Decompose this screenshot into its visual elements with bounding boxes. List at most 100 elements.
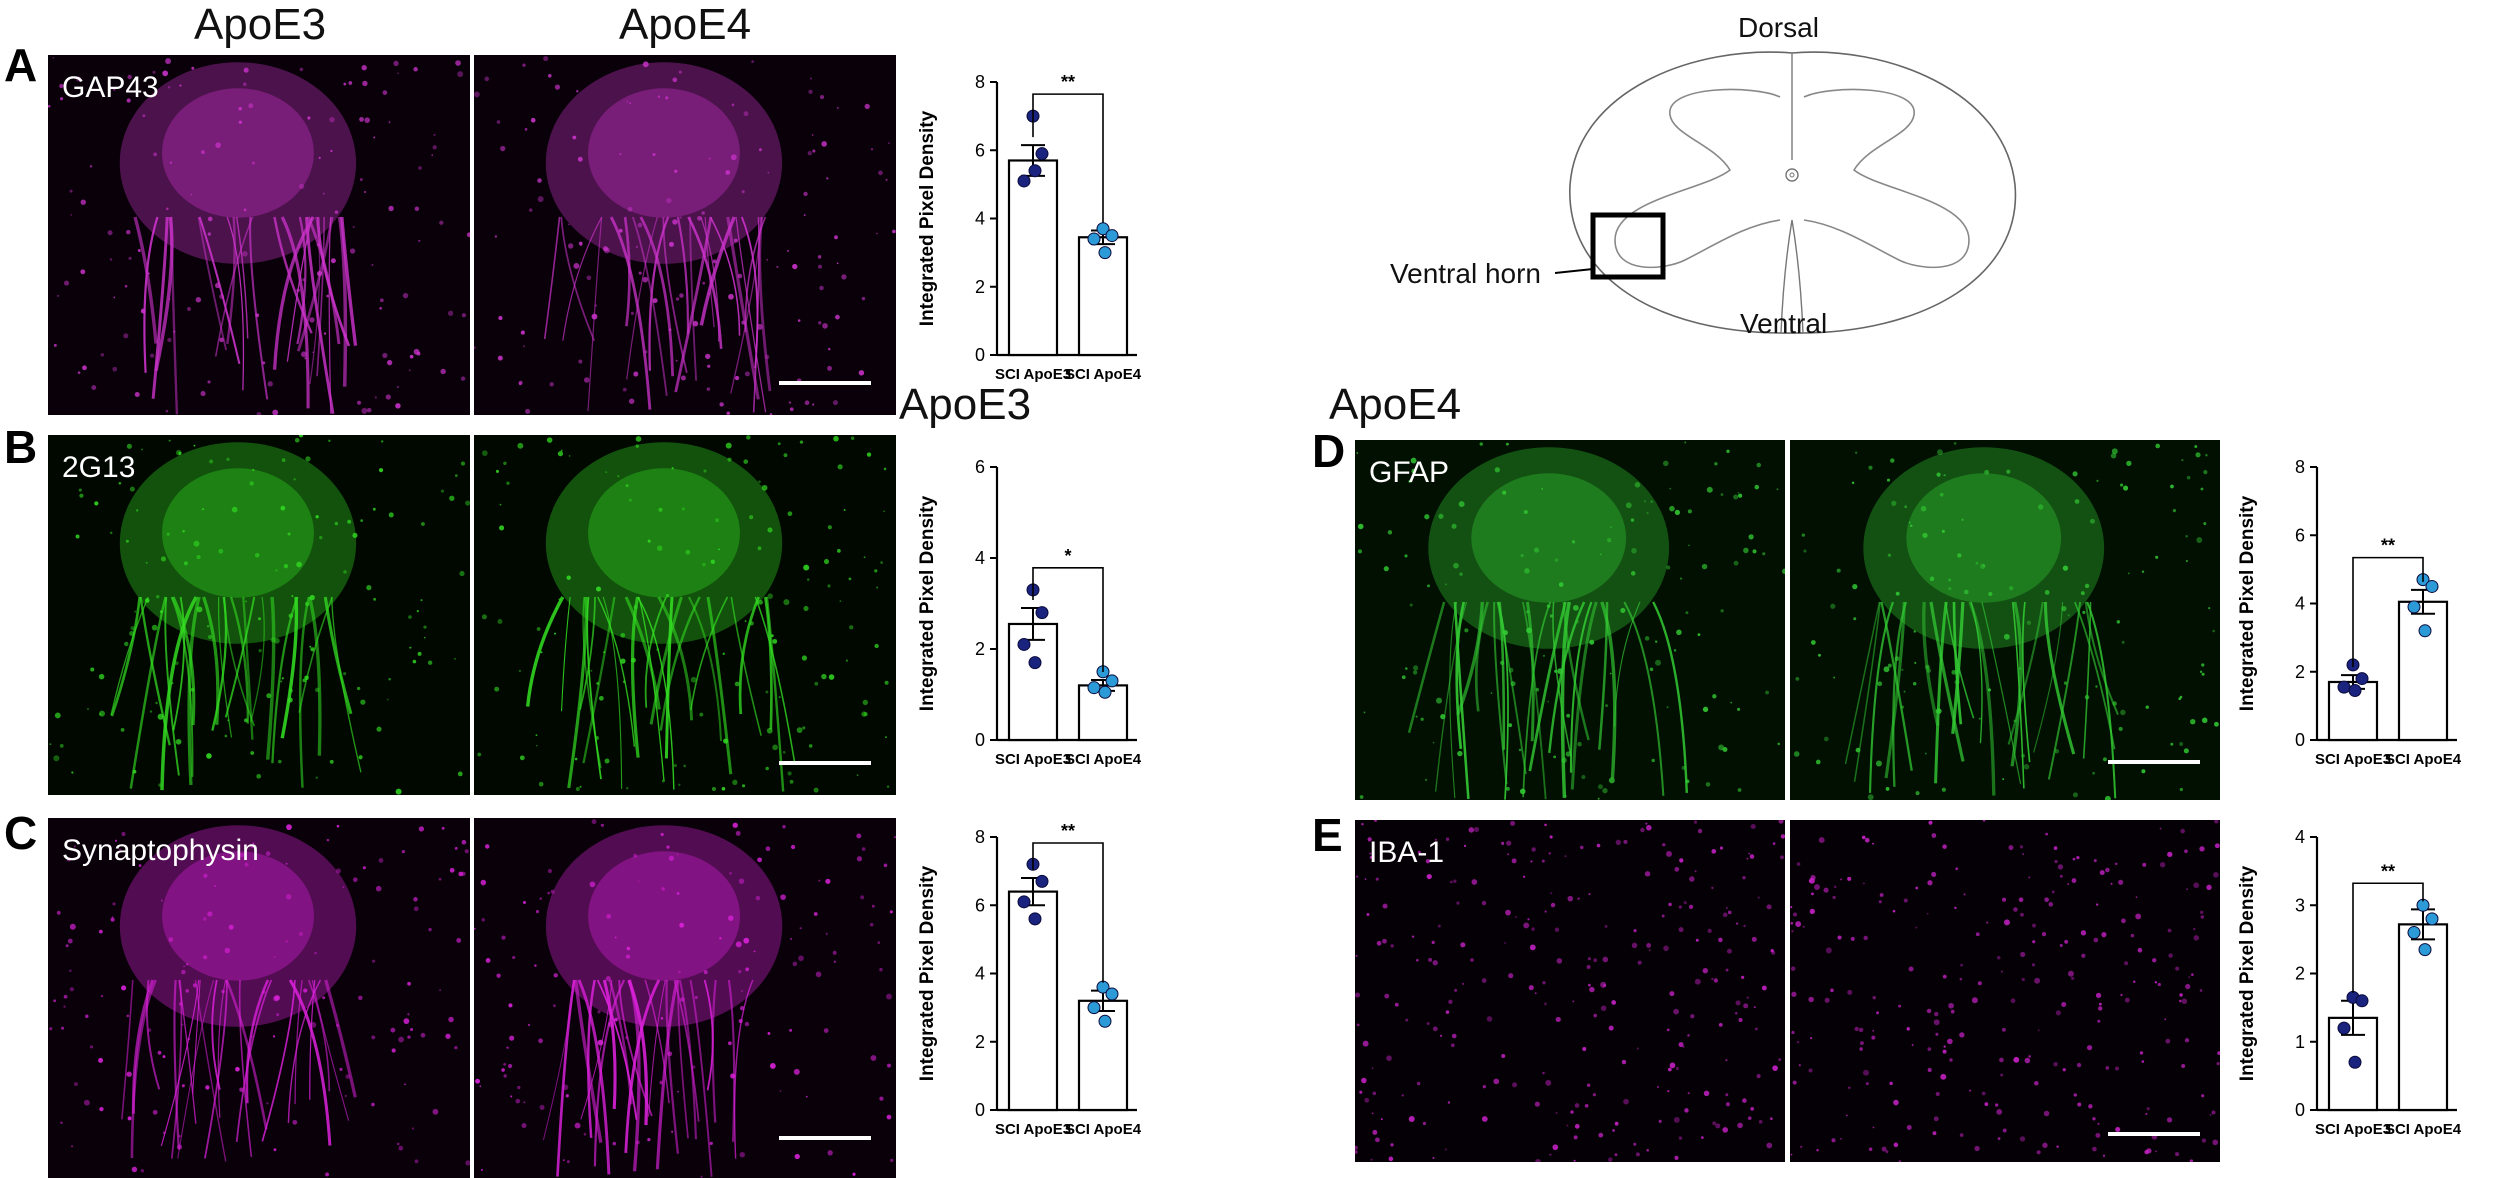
stain-dot xyxy=(460,461,466,466)
stain-dot xyxy=(192,983,197,988)
stain-dot xyxy=(167,86,171,89)
stain-dot xyxy=(140,308,146,314)
stain-dot xyxy=(836,262,839,265)
stain-dot xyxy=(2022,853,2025,856)
stain-dot xyxy=(1610,526,1612,529)
stain-dot xyxy=(2141,769,2146,774)
stain-dot xyxy=(123,333,129,339)
stain-dot xyxy=(71,1145,73,1148)
marker-label-gfap: GFAP xyxy=(1369,456,1450,489)
stain-dot xyxy=(625,1036,629,1040)
stain-dot xyxy=(1572,1000,1575,1003)
stain-dot xyxy=(1830,988,1834,993)
stain-dot xyxy=(1961,518,1964,521)
stain-dot xyxy=(1908,521,1911,524)
stain-dot xyxy=(620,658,626,664)
stain-dot xyxy=(1549,614,1554,618)
stain-dot xyxy=(2095,992,2102,999)
stain-dot xyxy=(2032,923,2036,928)
y-tick-label: 4 xyxy=(975,964,985,984)
stain-dot xyxy=(626,100,629,103)
stain-dot xyxy=(2111,448,2118,455)
stain-dot xyxy=(203,955,208,960)
stain-dot xyxy=(2145,1112,2148,1115)
stain-dot xyxy=(2093,937,2099,943)
stain-dot xyxy=(2008,845,2014,851)
stain-dot xyxy=(1678,1136,1683,1140)
stain-fiber xyxy=(160,596,198,791)
stain-dot xyxy=(1955,669,1960,674)
stain-dot xyxy=(1872,996,1876,1000)
stain-dot xyxy=(578,241,583,246)
stain-dot xyxy=(860,895,865,900)
stain-dot xyxy=(224,734,228,738)
stain-dot xyxy=(2154,981,2158,984)
stain-dot xyxy=(620,632,626,638)
central-canal xyxy=(1785,168,1799,182)
stain-dot xyxy=(746,435,751,440)
stain-dot xyxy=(316,243,321,247)
stain-dot xyxy=(382,90,388,95)
stain-dot xyxy=(627,206,633,212)
stain-dot xyxy=(1634,482,1641,488)
stain-dot xyxy=(1935,1032,1939,1036)
stain-dot xyxy=(727,457,732,462)
stain-dot xyxy=(1673,1117,1680,1123)
stain-dot xyxy=(509,1035,515,1041)
stain-dot xyxy=(1438,513,1444,519)
stain-dot xyxy=(779,1090,782,1092)
stain-dot xyxy=(1927,1067,1932,1073)
stain-dot xyxy=(231,506,238,513)
stain-dot xyxy=(858,370,865,376)
stain-dot xyxy=(386,698,389,701)
stain-dot xyxy=(2044,589,2050,595)
stain-dot xyxy=(1852,584,1858,590)
stain-dot xyxy=(1746,996,1749,999)
stain-dot xyxy=(805,1095,808,1098)
stain-dot xyxy=(416,610,419,613)
stain-dot xyxy=(79,493,84,498)
stain-dot xyxy=(348,81,353,85)
stain-dot xyxy=(827,525,832,530)
stain-fiber xyxy=(562,216,603,341)
stain-fiber xyxy=(164,596,180,776)
stain-dot xyxy=(129,631,134,636)
stain-dot xyxy=(675,297,680,301)
stain-dot xyxy=(474,91,480,98)
stain-dot xyxy=(807,151,812,156)
stain-dot xyxy=(379,307,382,310)
stain-dot xyxy=(2183,748,2189,754)
stain-dot xyxy=(158,783,162,787)
stain-dot xyxy=(448,1016,454,1023)
stain-dot xyxy=(1550,892,1553,895)
stain-dot xyxy=(744,620,747,622)
stain-dot xyxy=(459,570,465,577)
stain-fiber xyxy=(288,979,332,1146)
micrograph-gap43-apoe4 xyxy=(474,55,896,415)
stain-dot xyxy=(647,1137,651,1142)
stain-dot xyxy=(1833,885,1837,889)
stain-dot xyxy=(239,1087,244,1092)
stain-dot xyxy=(606,913,612,919)
stain-dot xyxy=(2191,973,2194,976)
stain-dot xyxy=(1422,1121,1426,1125)
stain-dot xyxy=(558,598,561,601)
stain-dot xyxy=(334,521,339,526)
stain-dot xyxy=(1885,1150,1889,1154)
stain-dot xyxy=(1535,687,1540,692)
stain-cloud xyxy=(1428,447,1670,649)
stain-dot xyxy=(1936,472,1941,477)
stain-dot xyxy=(1654,640,1658,643)
stain-dot xyxy=(330,258,336,264)
stain-dot xyxy=(2201,663,2205,667)
stain-dot xyxy=(1598,1132,1604,1138)
stain-dot xyxy=(1705,782,1711,787)
stain-dot xyxy=(2199,846,2205,852)
stain-dot xyxy=(1457,750,1463,757)
stain-dot xyxy=(1445,583,1447,586)
stain-dot xyxy=(2185,534,2188,538)
micrograph-gfap-apoe3: GFAP xyxy=(1355,440,1785,800)
stain-dot xyxy=(591,313,598,320)
data-point xyxy=(1028,164,1042,178)
stain-dot xyxy=(482,450,488,456)
